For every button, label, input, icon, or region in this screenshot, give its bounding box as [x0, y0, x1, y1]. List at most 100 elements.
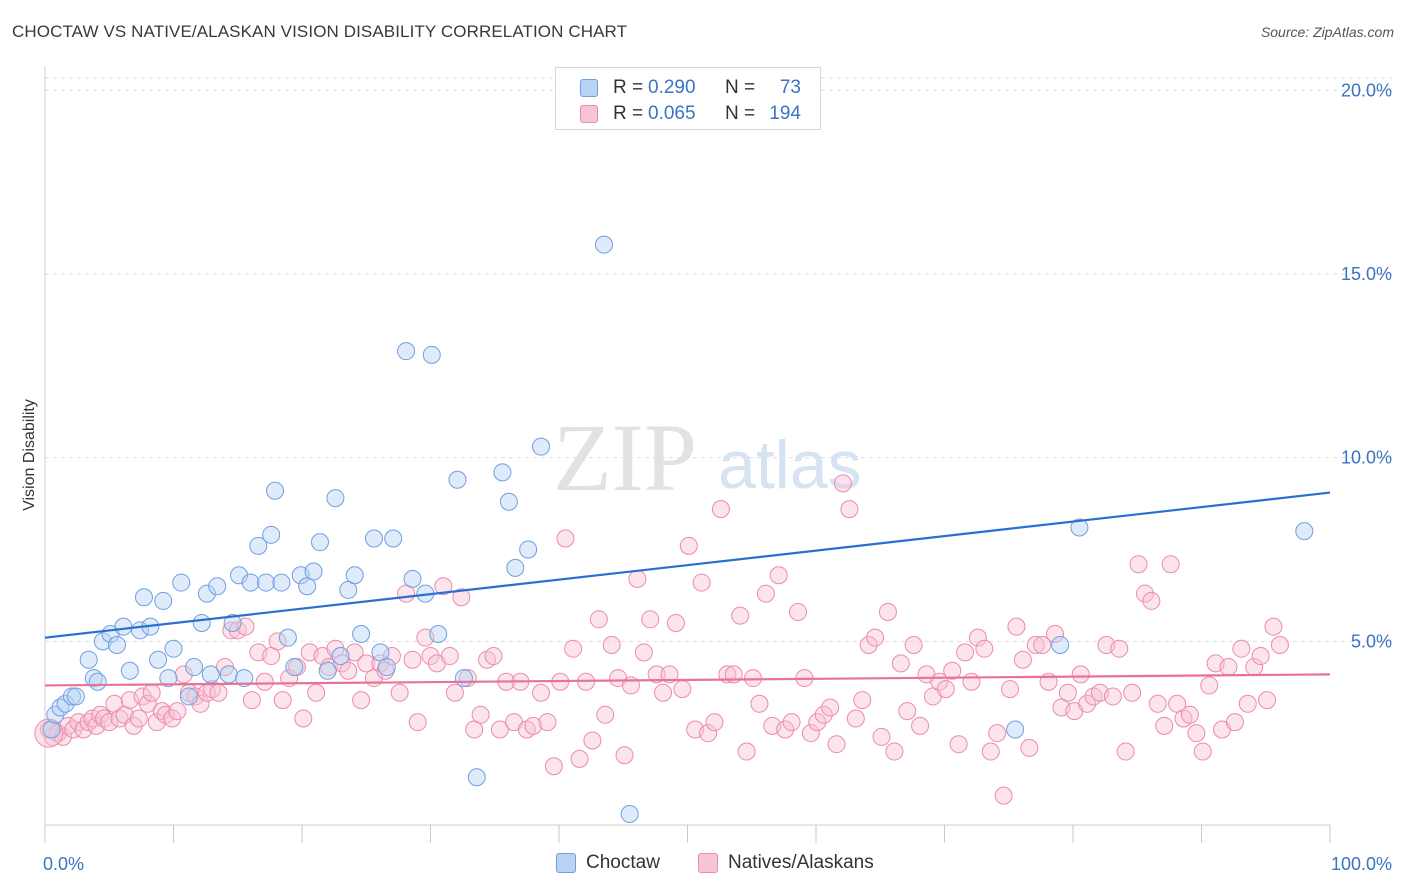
natives-point	[782, 713, 801, 732]
natives-point	[255, 672, 274, 691]
natives-point	[1200, 676, 1219, 695]
natives-point	[744, 669, 763, 688]
natives-point	[524, 716, 543, 735]
natives-point	[1148, 694, 1167, 713]
natives-point	[1013, 650, 1032, 669]
natives-point	[692, 573, 711, 592]
choctaw-point	[172, 573, 191, 592]
natives-point	[705, 713, 724, 732]
legend-label: Choctaw	[586, 852, 660, 873]
choctaw-point	[278, 628, 297, 647]
natives-point	[1187, 724, 1206, 743]
natives-point	[769, 566, 788, 585]
natives-point	[434, 577, 453, 596]
natives-point	[647, 665, 666, 684]
natives-point	[1270, 636, 1289, 655]
natives-point	[776, 720, 795, 739]
choctaw-point	[422, 345, 441, 364]
natives-point	[445, 683, 464, 702]
natives-point	[1135, 584, 1154, 603]
natives-point	[1155, 716, 1174, 735]
natives-point	[142, 683, 161, 702]
choctaw-point	[66, 687, 85, 706]
blue-swatch	[580, 79, 598, 97]
n-value: 194	[769, 103, 801, 124]
natives-point	[853, 691, 872, 710]
blue-swatch	[556, 853, 576, 873]
natives-point	[242, 691, 261, 710]
natives-point	[814, 705, 833, 724]
natives-point	[110, 709, 129, 728]
choctaw-point	[62, 687, 81, 706]
choctaw-point	[134, 588, 153, 607]
natives-point	[1103, 687, 1122, 706]
natives-point	[357, 654, 376, 673]
choctaw-point	[257, 573, 276, 592]
choctaw-point	[532, 437, 551, 456]
choctaw-point	[107, 636, 126, 655]
natives-point	[1258, 691, 1277, 710]
natives-point	[666, 613, 685, 632]
choctaw-point	[326, 489, 345, 508]
r-value: 0.290	[648, 77, 696, 98]
choctaw-point	[42, 720, 61, 739]
natives-point	[294, 709, 313, 728]
natives-point	[1033, 636, 1052, 655]
natives-point	[421, 647, 440, 666]
choctaw-point	[429, 624, 448, 643]
natives-point	[583, 731, 602, 750]
legend-row-choctaw: R = 0.290 N = 73	[556, 76, 820, 102]
natives-point	[1046, 624, 1065, 643]
choctaw-point	[179, 687, 198, 706]
gridlines	[45, 77, 1392, 642]
natives-point	[789, 602, 808, 621]
natives-point	[711, 500, 730, 519]
natives-point	[273, 691, 292, 710]
natives-point	[403, 650, 422, 669]
natives-point	[138, 694, 157, 713]
natives-point	[968, 628, 987, 647]
natives-point	[532, 683, 551, 702]
chart-title: CHOCTAW VS NATIVE/ALASKAN VISION DISABIL…	[12, 22, 628, 41]
natives-point	[641, 610, 660, 629]
x-tick-label: 0.0%	[43, 854, 84, 874]
choctaw-point	[159, 669, 178, 688]
choctaw-point	[1295, 522, 1314, 541]
choctaw-point	[506, 558, 525, 577]
natives-point	[352, 691, 371, 710]
natives-point	[1020, 738, 1039, 757]
natives-point	[490, 720, 509, 739]
y-axis-title: Vision Disability	[21, 399, 38, 511]
choctaw-point	[154, 591, 173, 610]
natives-point	[1007, 617, 1026, 636]
axes	[44, 66, 1331, 843]
natives-point	[538, 713, 557, 732]
choctaw-point	[219, 665, 238, 684]
natives-point	[345, 643, 364, 662]
choctaw-point	[197, 584, 216, 603]
choctaw-point	[262, 525, 281, 544]
natives-point	[846, 709, 865, 728]
natives-point	[737, 742, 756, 761]
legend-row-natives: R = 0.065 N = 194	[556, 102, 820, 128]
natives-point	[129, 709, 148, 728]
natives-point	[1180, 705, 1199, 724]
natives-point	[904, 636, 923, 655]
r-label: R =	[613, 103, 644, 124]
pink-swatch	[698, 853, 718, 873]
natives-point	[699, 724, 718, 743]
choctaw-point	[93, 632, 112, 651]
choctaw-point	[79, 650, 98, 669]
n-label: N =	[725, 103, 756, 124]
choctaw-point	[223, 613, 242, 632]
natives-point	[168, 702, 187, 721]
natives-point	[556, 529, 575, 548]
natives-point	[1142, 591, 1161, 610]
r-value: 0.065	[648, 103, 696, 124]
natives-point	[673, 680, 692, 699]
natives-point	[654, 683, 673, 702]
natives-point	[440, 647, 459, 666]
watermark-zip: ZIP	[553, 404, 697, 511]
natives-point-cluster	[34, 718, 64, 748]
stats-legend: R = 0.290 N = 73 R = 0.065 N = 194	[555, 67, 821, 130]
